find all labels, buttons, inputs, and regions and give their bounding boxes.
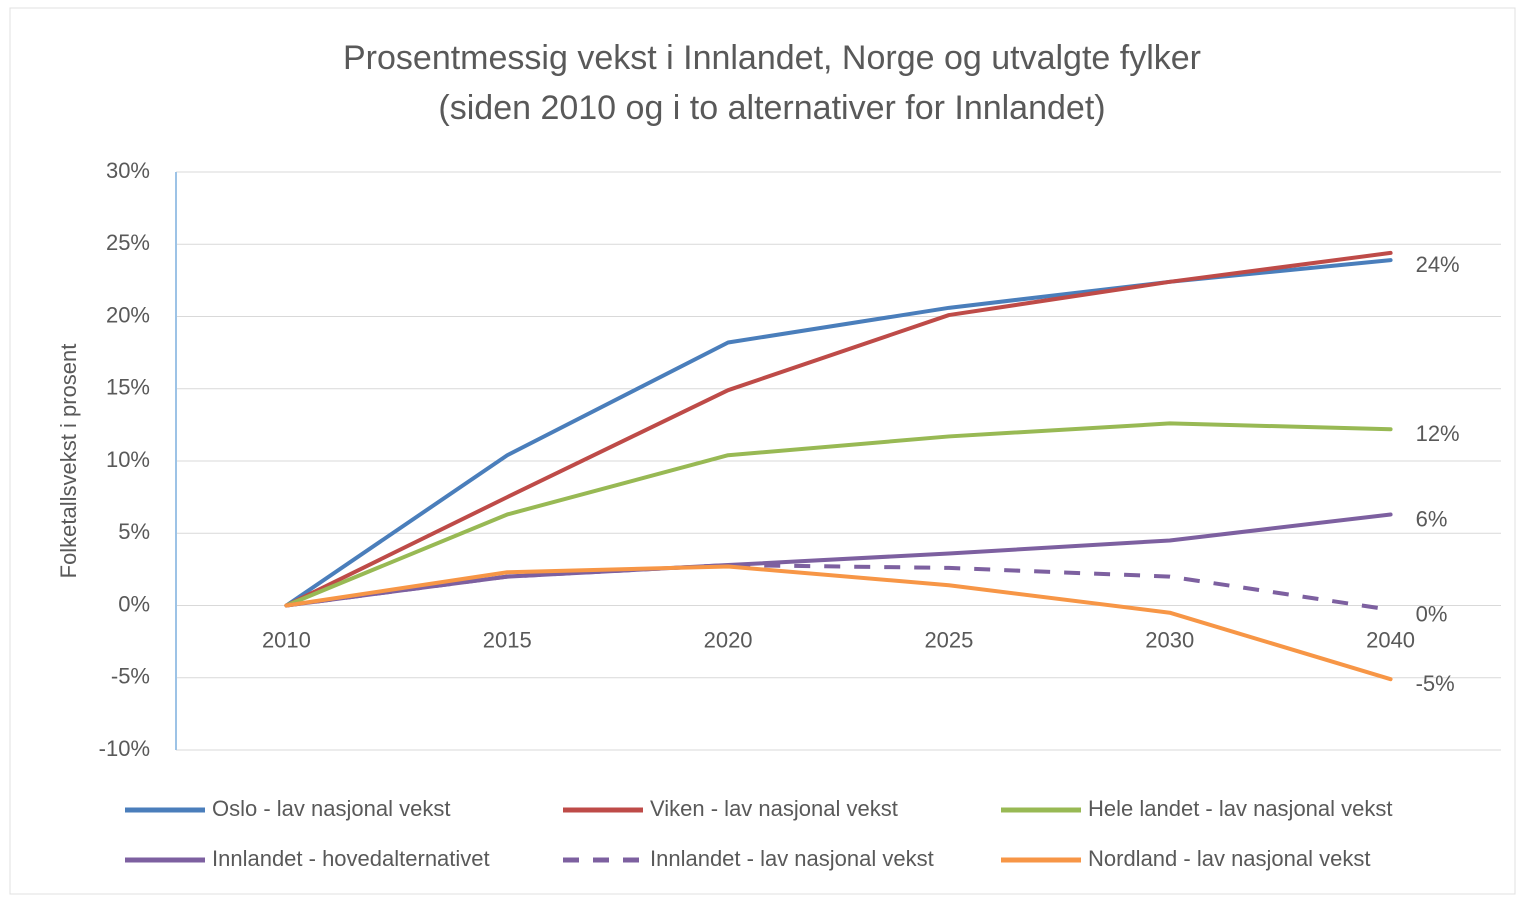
x-tick-label: 2040 (1366, 627, 1415, 652)
x-tick-label: 2020 (704, 627, 753, 652)
legend-label: Hele landet - lav nasjonal vekst (1088, 796, 1393, 821)
y-tick-label: 30% (106, 158, 150, 183)
value-label: -5% (1416, 671, 1455, 696)
value-label: 12% (1416, 421, 1460, 446)
legend-label: Innlandet - lav nasjonal vekst (650, 846, 934, 871)
y-tick-label: 5% (118, 519, 150, 544)
legend-label: Viken - lav nasjonal vekst (650, 796, 898, 821)
y-tick-label: -10% (99, 736, 150, 761)
x-tick-label: 2030 (1145, 627, 1194, 652)
y-tick-label: 25% (106, 230, 150, 255)
series-line (284, 564, 1393, 682)
y-tick-label: 0% (118, 591, 150, 616)
y-tick-label: 15% (106, 375, 150, 400)
value-label: 24% (1416, 252, 1460, 277)
series-line (284, 250, 1393, 608)
value-label: 0% (1416, 602, 1448, 627)
y-axis-label: Folketallsvekst i prosent (56, 344, 81, 579)
legend-label: Oslo - lav nasjonal vekst (212, 796, 450, 821)
y-tick-label: 20% (106, 302, 150, 327)
x-tick-label: 2015 (483, 627, 532, 652)
chart-title: Prosentmessig vekst i Innlandet, Norge o… (343, 39, 1201, 77)
chart-title: (siden 2010 og i to alternativer for Inn… (438, 89, 1105, 127)
y-tick-label: 10% (106, 447, 150, 472)
x-tick-label: 2025 (924, 627, 973, 652)
value-label: 6% (1416, 506, 1448, 531)
legend-label: Nordland - lav nasjonal vekst (1088, 846, 1370, 871)
series-line (286, 563, 1391, 612)
series-line (284, 421, 1393, 608)
x-tick-label: 2010 (262, 627, 311, 652)
y-tick-label: -5% (111, 664, 150, 689)
legend-label: Innlandet - hovedalternativet (212, 846, 490, 871)
